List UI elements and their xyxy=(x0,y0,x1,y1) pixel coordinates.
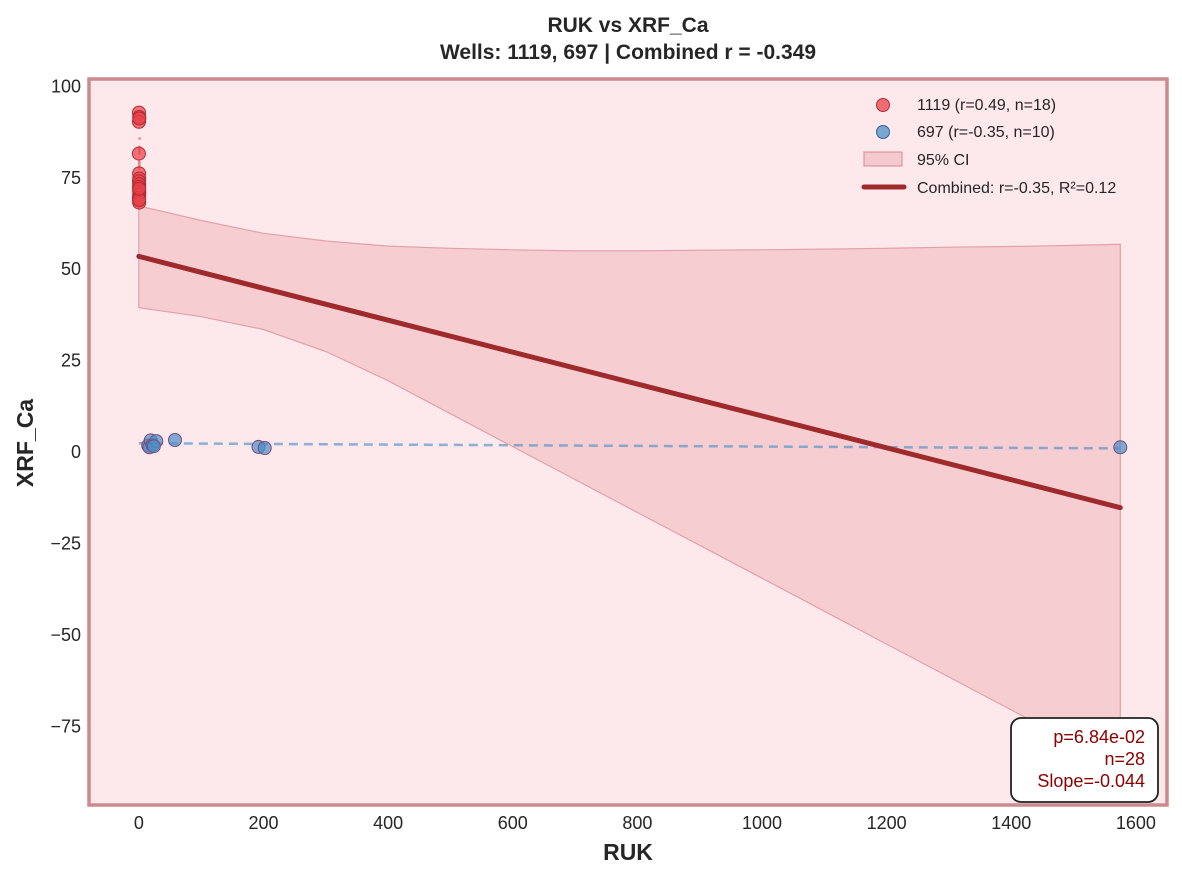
x-tick-label: 600 xyxy=(498,813,528,833)
trend-line-697 xyxy=(138,442,1121,450)
legend-marker-ci xyxy=(863,151,903,167)
x-tick-label: 200 xyxy=(248,813,278,833)
combined-fit xyxy=(136,253,1123,511)
stats-box-frame xyxy=(1010,717,1159,803)
x-tick-label: 1600 xyxy=(1116,813,1156,833)
y-tick-label: 75 xyxy=(61,168,81,188)
y-tick-label: 50 xyxy=(61,259,81,279)
data-point-1119 xyxy=(132,181,147,196)
combined-fit-line xyxy=(136,253,1123,511)
x-tick-label: 1200 xyxy=(867,813,907,833)
y-tick-label: 100 xyxy=(51,76,81,96)
data-point-1119 xyxy=(131,146,146,161)
x-tick-label: 400 xyxy=(373,813,403,833)
data-point-697 xyxy=(168,433,182,447)
legend-label-ci: 95% CI xyxy=(917,152,969,169)
y-tick-label: −75 xyxy=(50,716,81,736)
legend-label-697: 697 (r=-0.35, n=10) xyxy=(917,124,1055,141)
legend-marker-1119 xyxy=(876,98,890,112)
stats-box: p=6.84e-02 n=28 Slope=-0.044 xyxy=(1010,717,1159,803)
x-tick-label: 0 xyxy=(134,813,144,833)
legend-marker-697 xyxy=(876,125,890,139)
legend-label-combined: Combined: r=-0.35, R²=0.12 xyxy=(917,180,1116,197)
stats-p-value: p=6.84e-02 xyxy=(1053,727,1145,747)
chart-title: RUK vs XRF_Ca xyxy=(547,14,708,37)
y-axis-ticks: 100 75 50 25 0 −25 −50 −75 xyxy=(50,76,81,736)
x-axis-ticks: 0 200 400 600 800 1000 1200 1400 1600 xyxy=(134,813,1156,833)
y-tick-label: 0 xyxy=(71,442,81,462)
stats-n: n=28 xyxy=(1104,749,1145,769)
x-tick-label: 800 xyxy=(622,813,652,833)
x-tick-label: 1000 xyxy=(742,813,782,833)
stats-slope: Slope=-0.044 xyxy=(1037,771,1145,791)
plot-area xyxy=(89,79,1167,805)
legend: 1119 (r=0.49, n=18) 697 (r=-0.35, n=10) … xyxy=(861,97,1116,197)
data-point-697 xyxy=(146,439,161,454)
data-point-697 xyxy=(1113,440,1128,455)
data-point-1119 xyxy=(132,111,147,126)
y-tick-label: 25 xyxy=(61,351,81,371)
plot-frame xyxy=(87,77,1169,807)
y-axis-label: XRF_Ca xyxy=(12,399,38,487)
y-tick-label: −50 xyxy=(50,625,81,645)
chart-subtitle: Wells: 1119, 697 | Combined r = -0.349 xyxy=(440,41,816,64)
x-tick-label: 1400 xyxy=(991,813,1031,833)
legend-label-1119: 1119 (r=0.49, n=18) xyxy=(917,97,1056,114)
y-tick-label: −25 xyxy=(50,533,81,553)
scatter-points xyxy=(131,105,1128,455)
x-axis-label: RUK xyxy=(603,839,653,865)
data-point-697 xyxy=(257,441,272,455)
